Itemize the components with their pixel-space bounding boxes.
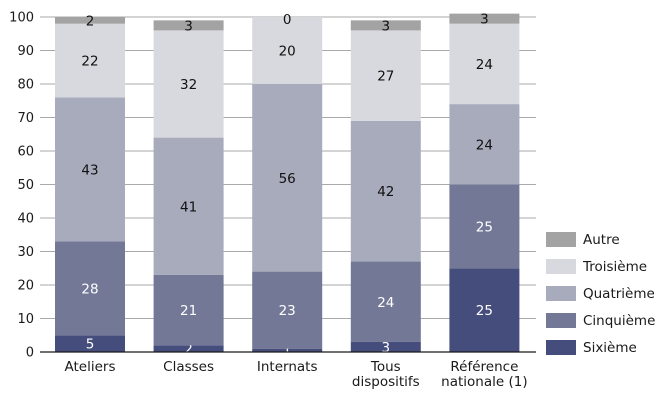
bar-segment-quatrime (449, 104, 520, 185)
data-label: 25 (476, 219, 493, 235)
y-tick-label: 80 (17, 78, 34, 93)
bar-segment-troisime (252, 17, 323, 84)
bar-segment-quatrime (153, 137, 224, 275)
data-label: 28 (81, 281, 98, 297)
bar-segment-cinquime (350, 261, 421, 342)
bar-segment-sixime (55, 335, 125, 352)
bar-segment-sixime (350, 341, 421, 352)
data-label: 42 (377, 184, 394, 200)
y-tick-label: 100 (9, 11, 34, 26)
legend-item: Quatrième (546, 286, 655, 302)
legend-item: Cinquième (546, 313, 655, 329)
bar-segment-troisime (350, 30, 421, 121)
data-label: 22 (81, 54, 98, 70)
bar-segment-quatrime (252, 84, 323, 272)
x-tick-label: Classes (163, 359, 214, 375)
data-label: 23 (279, 303, 296, 319)
legend: Autre Troisième Quatrième Cinquième Sixième (546, 232, 655, 356)
legend-swatch (546, 313, 576, 328)
bar-segment-troisime (55, 23, 125, 98)
y-tick-label: 90 (17, 44, 34, 59)
bar-stack: 25 25 24 24 3 (449, 12, 520, 352)
data-label: 24 (476, 57, 493, 73)
bars: 5284322222141323123562003244227325252424… (55, 12, 520, 359)
data-label: 20 (279, 44, 296, 60)
bar-segment-sixime (153, 345, 224, 352)
bar-segment-troisime (153, 30, 224, 138)
legend-swatch (546, 259, 576, 274)
data-label: 5 (86, 337, 95, 353)
legend-swatch (546, 232, 576, 247)
legend-item: Troisième (546, 259, 647, 275)
y-axis: 0 10 20 30 40 50 60 70 80 90 100 (9, 11, 34, 361)
bar-segment-cinquime (153, 274, 224, 346)
data-label: 3 (382, 340, 391, 356)
legend-label: Troisième (582, 259, 647, 275)
bar-stack: 1 23 56 20 0 (252, 12, 323, 359)
y-tick-label: 60 (17, 145, 34, 160)
x-tick-label: Tous dispositifs (352, 359, 420, 390)
legend-label: Cinquième (583, 313, 655, 329)
legend-swatch (546, 340, 576, 355)
data-label: 3 (382, 18, 391, 34)
y-tick-label: 20 (17, 279, 34, 294)
data-label: 32 (180, 77, 197, 93)
x-axis: Ateliers Classes Internats Tous dispositifs R… (40, 351, 536, 390)
bar-segment-autre (55, 17, 125, 24)
y-tick-label: 0 (26, 346, 34, 361)
data-label: 3 (184, 18, 193, 34)
data-label: 0 (283, 12, 292, 28)
data-label: 3 (480, 12, 489, 28)
data-label: 24 (476, 137, 493, 153)
bar-stack: 3 24 42 27 3 (350, 18, 421, 356)
data-label: 43 (81, 162, 98, 178)
x-tick-label: Internats (257, 359, 318, 375)
bar-segment-sixime (252, 348, 323, 352)
bar-segment-autre (449, 13, 520, 24)
legend-item: Sixième (546, 340, 637, 356)
bar-segment-troisime (449, 23, 520, 105)
data-label: 24 (377, 295, 394, 311)
y-tick-label: 50 (17, 178, 34, 193)
data-label: 21 (180, 303, 197, 319)
x-tick-label: Ateliers (65, 359, 116, 375)
y-tick-label: 30 (17, 245, 34, 260)
legend-swatch (546, 286, 576, 301)
bar-segment-cinquime (55, 241, 125, 336)
data-label: 2 (184, 342, 193, 358)
data-label: 1 (283, 343, 292, 359)
bar-segment-quatrime (350, 120, 421, 262)
bar-segment-quatrime (55, 97, 125, 242)
data-label: 2 (86, 13, 95, 29)
y-tick-label: 10 (17, 312, 34, 327)
bar-segment-sixime (449, 268, 520, 352)
legend-label: Sixième (583, 340, 637, 356)
data-label: 27 (377, 69, 394, 85)
bar-segment-autre (153, 20, 224, 31)
data-label: 56 (279, 171, 296, 187)
x-tick-label: Référence nationale (1) (441, 359, 527, 390)
y-tick-label: 70 (17, 111, 34, 126)
legend-label: Autre (583, 232, 620, 248)
y-tick-label: 40 (17, 212, 34, 227)
data-label: 41 (180, 199, 197, 215)
bar-segment-cinquime (252, 271, 323, 349)
data-label: 25 (476, 303, 493, 319)
legend-label: Quatrième (583, 286, 655, 302)
bar-segment-cinquime (449, 184, 520, 269)
bar-stack: 2 21 41 32 3 (153, 18, 224, 358)
legend-item: Autre (546, 232, 620, 248)
bar-segment-autre (350, 20, 421, 31)
